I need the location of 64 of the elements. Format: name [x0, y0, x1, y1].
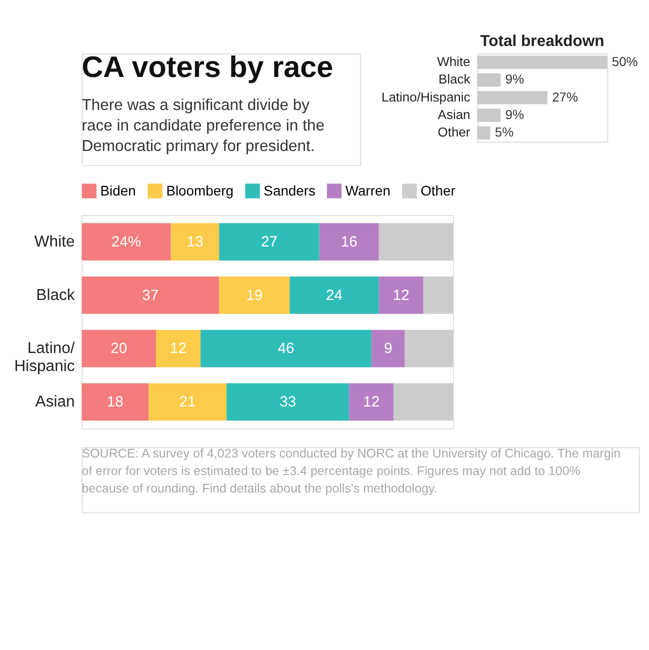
y-tick-label: Latino/Hispanic [14, 340, 76, 375]
data-label: 46 [278, 341, 294, 358]
data-label: 18 [106, 394, 124, 411]
y-tick-label: White [34, 233, 75, 250]
data-label: 24% [111, 234, 142, 250]
y-tick-label: Black [36, 286, 75, 304]
legend-label: Sanders [264, 182, 316, 199]
data-label: 9 [384, 341, 392, 358]
data-label: 33 [280, 394, 296, 411]
bar [423, 276, 454, 314]
y-tick-label: Latino/Hispanic [381, 89, 471, 104]
y-tick-label: Other [438, 124, 471, 140]
bar [477, 108, 501, 122]
data-label: 21 [179, 394, 196, 411]
bar [349, 383, 394, 421]
bar [82, 383, 149, 421]
bar [82, 276, 220, 314]
chart-subtitle: There was a significant divide by race in candidate preference in the Democratic primary for president. [82, 97, 325, 156]
bar [170, 223, 220, 260]
bar [477, 91, 548, 104]
y-tick-label: White [437, 54, 470, 70]
y-tick-label: Black [438, 72, 471, 87]
bar [219, 223, 320, 260]
bar [371, 330, 405, 368]
data-label: 37 [142, 288, 159, 304]
legend-label: Other [420, 182, 456, 199]
bar [82, 330, 156, 368]
data-label: 24 [326, 288, 343, 304]
legend-label: Biden [100, 182, 136, 199]
data-label: 50% [612, 54, 638, 70]
source-note: SOURCE: A survey of 4,023 voters conducted by NORC at the University of Chicago. The margin of error for voters is estimated to be ±3.4 percentage points. Figures may not add to 100% because of rounding. Find details about the polls's methodology. [82, 446, 621, 496]
bar [378, 223, 454, 260]
legend-label: Warren [345, 182, 390, 199]
data-label: 19 [246, 288, 263, 304]
data-label: 27% [552, 89, 579, 104]
chart-title: CA voters by race [82, 50, 334, 84]
data-label: 13 [186, 234, 204, 250]
y-tick-label: Asian [35, 394, 75, 411]
data-label: 12 [392, 288, 410, 304]
bar [378, 276, 424, 314]
bar [148, 383, 227, 421]
data-label: 27 [261, 234, 278, 250]
bar [290, 276, 379, 314]
chart-title: Total breakdown [480, 33, 604, 50]
data-label: 16 [340, 234, 358, 250]
data-label: 20 [110, 341, 128, 358]
bar [156, 330, 201, 368]
bar [82, 223, 171, 260]
bar [219, 276, 290, 314]
y-tick-label: Asian [438, 107, 470, 122]
bar [394, 383, 454, 421]
bar [404, 330, 454, 368]
bar [477, 56, 608, 69]
data-label: 9% [505, 107, 524, 122]
data-label: 9% [505, 72, 524, 87]
bar [200, 330, 372, 368]
data-label: 5% [494, 124, 514, 140]
bar [477, 73, 501, 87]
bar [319, 223, 379, 260]
legend-label: Bloomberg [166, 182, 234, 199]
bar [477, 126, 490, 140]
data-label: 12 [363, 394, 380, 411]
data-label: 12 [170, 341, 187, 358]
bar [226, 383, 350, 421]
